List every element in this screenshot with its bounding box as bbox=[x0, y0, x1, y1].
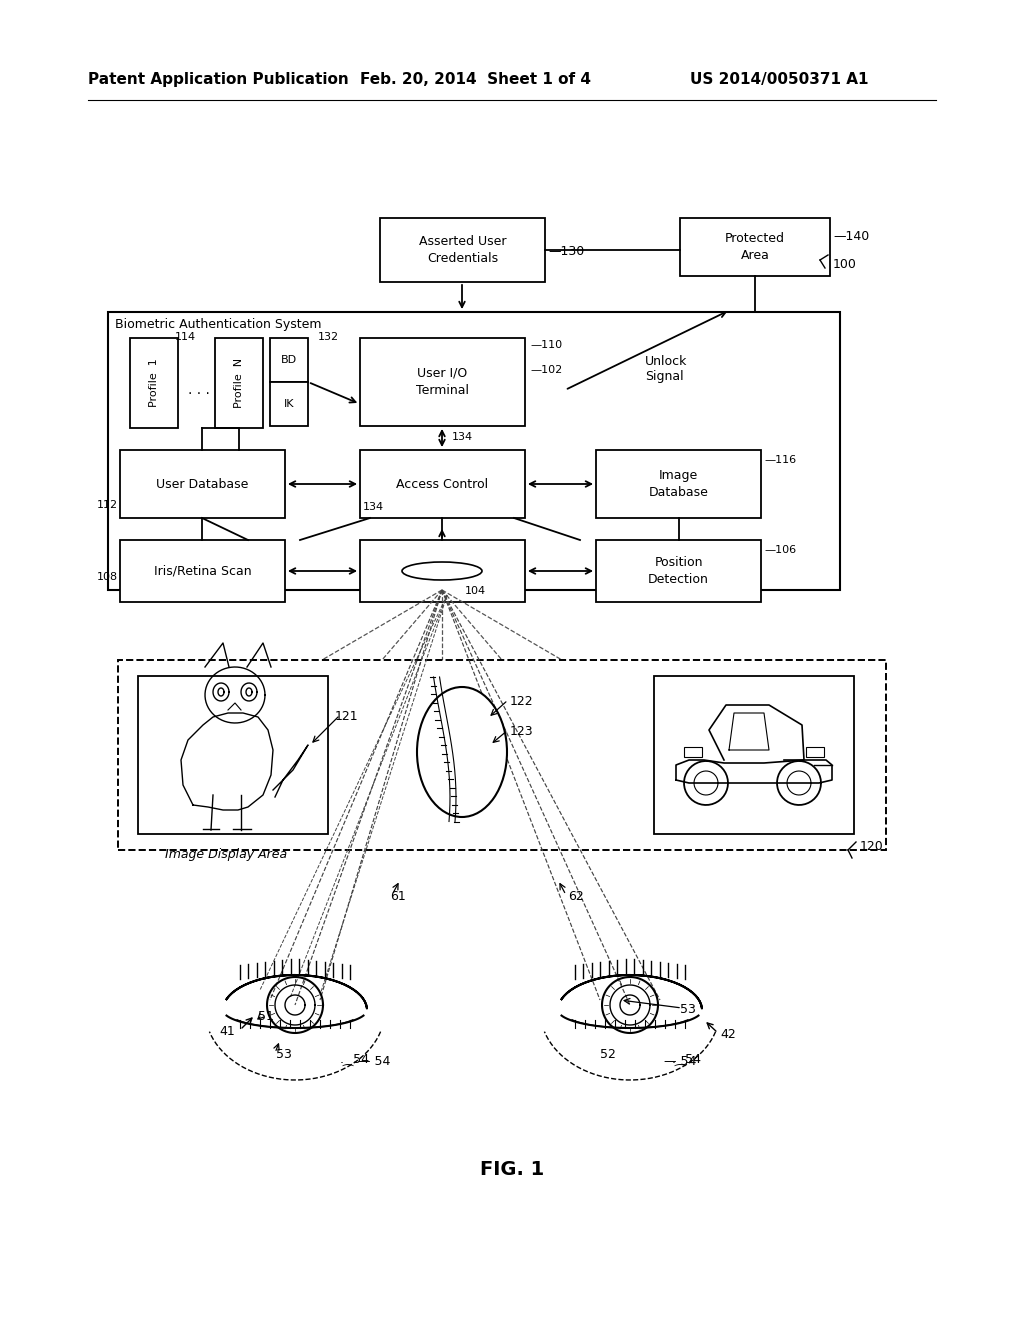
Bar bbox=[108, 312, 840, 590]
Text: —102: —102 bbox=[530, 366, 562, 375]
Text: .⁔54: .⁔54 bbox=[340, 1053, 370, 1067]
Text: —140: —140 bbox=[833, 230, 869, 243]
Text: . . .: . . . bbox=[188, 383, 210, 397]
Bar bbox=[596, 450, 761, 517]
Bar bbox=[380, 218, 545, 282]
Text: Optics: Optics bbox=[423, 565, 462, 578]
Ellipse shape bbox=[417, 686, 507, 817]
Text: Access Control: Access Control bbox=[396, 478, 488, 491]
Text: 52: 52 bbox=[600, 1048, 615, 1061]
Text: .⁔54: .⁔54 bbox=[672, 1053, 702, 1067]
Text: 122: 122 bbox=[510, 696, 534, 708]
Text: User Database: User Database bbox=[157, 478, 249, 491]
Text: Protected
Area: Protected Area bbox=[725, 232, 785, 261]
Text: 121: 121 bbox=[335, 710, 358, 723]
Text: 120: 120 bbox=[860, 840, 884, 853]
Text: 112: 112 bbox=[97, 500, 118, 510]
Text: Image Display Area: Image Display Area bbox=[165, 847, 287, 861]
Bar bbox=[680, 218, 830, 276]
Text: BD: BD bbox=[281, 355, 297, 366]
Bar bbox=[806, 747, 824, 756]
Text: 134: 134 bbox=[362, 502, 384, 512]
Text: 104: 104 bbox=[465, 586, 486, 597]
Text: 61: 61 bbox=[390, 890, 406, 903]
Text: 42: 42 bbox=[720, 1028, 736, 1041]
Text: Profile  N: Profile N bbox=[234, 358, 244, 408]
Text: Patent Application Publication: Patent Application Publication bbox=[88, 73, 349, 87]
Text: —106: —106 bbox=[764, 545, 796, 554]
Text: Feb. 20, 2014  Sheet 1 of 4: Feb. 20, 2014 Sheet 1 of 4 bbox=[360, 73, 591, 87]
Text: —130: —130 bbox=[548, 246, 585, 257]
Bar bbox=[654, 676, 854, 834]
Text: FIG. 1: FIG. 1 bbox=[480, 1160, 544, 1179]
Text: 41: 41 bbox=[219, 1026, 234, 1038]
Text: 51: 51 bbox=[258, 1010, 273, 1023]
Text: 114: 114 bbox=[175, 333, 197, 342]
Bar bbox=[596, 540, 761, 602]
Bar bbox=[270, 338, 308, 381]
Text: — 54: — 54 bbox=[664, 1055, 696, 1068]
Text: 100: 100 bbox=[833, 257, 857, 271]
Bar bbox=[120, 450, 285, 517]
Text: 53: 53 bbox=[276, 1048, 292, 1061]
Bar bbox=[360, 450, 525, 517]
Text: 62: 62 bbox=[568, 890, 584, 903]
Bar bbox=[360, 540, 525, 602]
Bar bbox=[120, 540, 285, 602]
Bar bbox=[215, 338, 263, 428]
Text: 132: 132 bbox=[318, 333, 339, 342]
Text: Unlock
Signal: Unlock Signal bbox=[645, 355, 687, 383]
Text: —110: —110 bbox=[530, 341, 562, 350]
Bar bbox=[138, 676, 328, 834]
Text: —116: —116 bbox=[764, 455, 796, 465]
Text: Asserted User
Credentials: Asserted User Credentials bbox=[419, 235, 506, 265]
Text: IK: IK bbox=[284, 399, 294, 409]
Bar bbox=[270, 381, 308, 426]
Text: 53: 53 bbox=[680, 1003, 696, 1016]
Bar bbox=[118, 660, 886, 850]
Text: User I/O
Terminal: User I/O Terminal bbox=[416, 367, 469, 397]
Text: US 2014/0050371 A1: US 2014/0050371 A1 bbox=[690, 73, 868, 87]
Text: Profile  1: Profile 1 bbox=[150, 359, 159, 408]
Ellipse shape bbox=[402, 562, 482, 579]
Text: — 54: — 54 bbox=[358, 1055, 390, 1068]
Text: Image
Database: Image Database bbox=[648, 469, 709, 499]
Bar bbox=[684, 747, 702, 756]
Bar bbox=[130, 338, 178, 428]
Text: 134: 134 bbox=[452, 432, 472, 442]
Text: Position
Detection: Position Detection bbox=[648, 556, 709, 586]
Text: 108: 108 bbox=[97, 572, 118, 582]
Bar bbox=[360, 338, 525, 426]
Text: Iris/Retina Scan: Iris/Retina Scan bbox=[154, 565, 251, 578]
Text: Biometric Authentication System: Biometric Authentication System bbox=[115, 318, 322, 331]
Text: 123: 123 bbox=[510, 725, 534, 738]
